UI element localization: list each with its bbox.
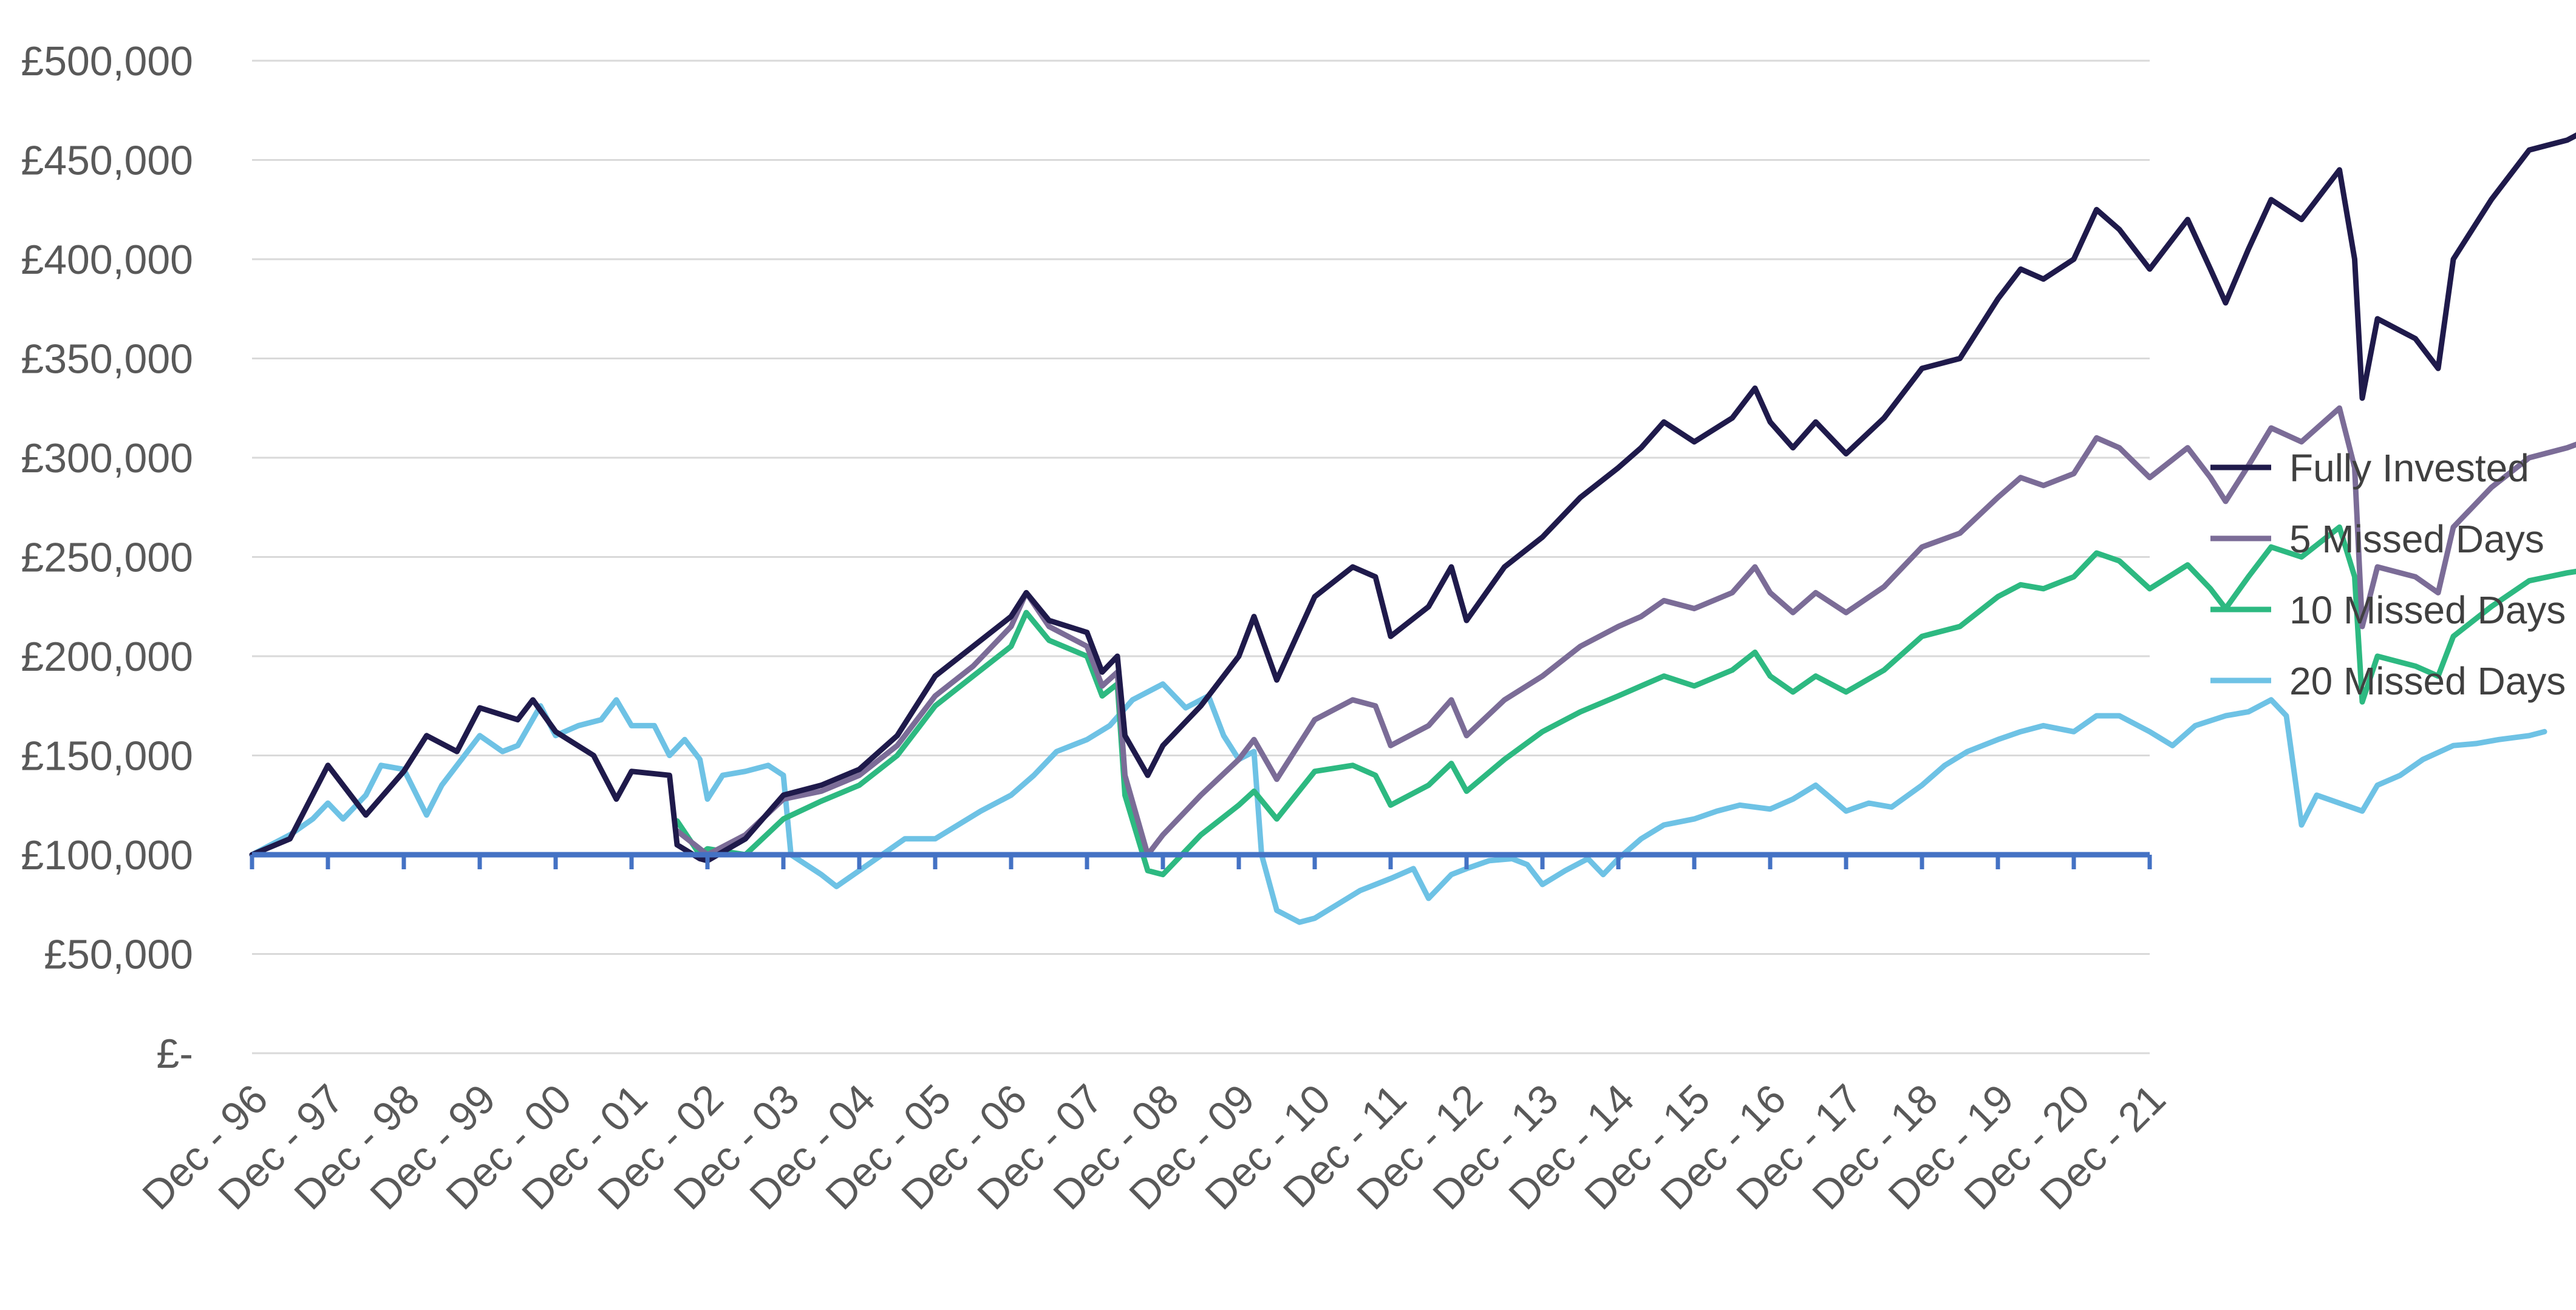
baseline-axis bbox=[250, 852, 2152, 869]
y-tick-label: £200,000 bbox=[21, 634, 193, 680]
y-tick-label: £450,000 bbox=[21, 138, 193, 184]
legend-item-fully-invested: Fully Invested bbox=[2210, 446, 2529, 490]
legend-item-20-missed-days: 20 Missed Days bbox=[2210, 659, 2566, 703]
legend-item-5-missed-days: 5 Missed Days bbox=[2210, 517, 2544, 561]
legend-label-fully-invested: Fully Invested bbox=[2289, 446, 2529, 490]
legend-label-5-missed-days: 5 Missed Days bbox=[2289, 517, 2544, 561]
y-tick-label: £350,000 bbox=[21, 336, 193, 382]
series-line bbox=[249, 681, 2547, 925]
y-tick-label: £500,000 bbox=[21, 38, 193, 84]
series-line bbox=[249, 132, 2576, 864]
legend-item-10-missed-days: 10 Missed Days bbox=[2210, 588, 2566, 632]
legend-label-20-missed-days: 20 Missed Days bbox=[2289, 659, 2566, 703]
y-tick-label: £50,000 bbox=[44, 932, 193, 978]
series-line bbox=[674, 524, 2576, 878]
legend-label-10-missed-days: 10 Missed Days bbox=[2289, 588, 2566, 632]
y-tick-label: £400,000 bbox=[21, 237, 193, 283]
y-tick-label: £300,000 bbox=[21, 435, 193, 481]
y-axis-tick-labels: £- £50,000 £100,000 £150,000 £200,000 £250,00… bbox=[21, 38, 193, 1077]
y-tick-label: £- bbox=[157, 1031, 193, 1077]
y-tick-label: £150,000 bbox=[21, 733, 193, 779]
y-tick-label: £250,000 bbox=[21, 535, 193, 581]
gridlines bbox=[252, 59, 2150, 1054]
series-line bbox=[674, 405, 2576, 858]
series-lines bbox=[249, 132, 2576, 925]
y-tick-label: £100,000 bbox=[21, 832, 193, 878]
legend: Fully Invested 5 Missed Days 10 Missed D… bbox=[2210, 446, 2566, 703]
